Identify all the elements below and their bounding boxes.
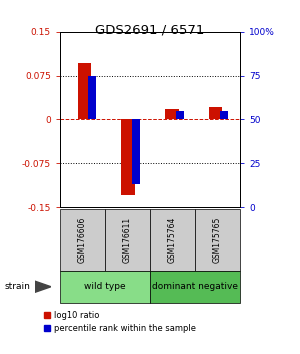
Text: GSM175764: GSM175764 (168, 217, 177, 263)
Bar (209, 107, 222, 120)
Bar (176, 111, 184, 120)
Bar (78, 63, 91, 120)
Text: GSM175765: GSM175765 (213, 217, 222, 263)
Bar (88, 76, 96, 120)
Text: strain: strain (4, 282, 30, 291)
Polygon shape (34, 281, 51, 292)
Bar (132, 120, 140, 184)
Bar (165, 109, 178, 120)
Bar (220, 111, 228, 120)
Bar (122, 120, 135, 195)
Text: GSM176606: GSM176606 (78, 217, 87, 263)
Legend: log10 ratio, percentile rank within the sample: log10 ratio, percentile rank within the … (41, 308, 199, 336)
Text: GSM176611: GSM176611 (123, 217, 132, 263)
Text: wild type: wild type (84, 282, 126, 291)
Text: dominant negative: dominant negative (152, 282, 238, 291)
Text: GDS2691 / 6571: GDS2691 / 6571 (95, 23, 205, 36)
